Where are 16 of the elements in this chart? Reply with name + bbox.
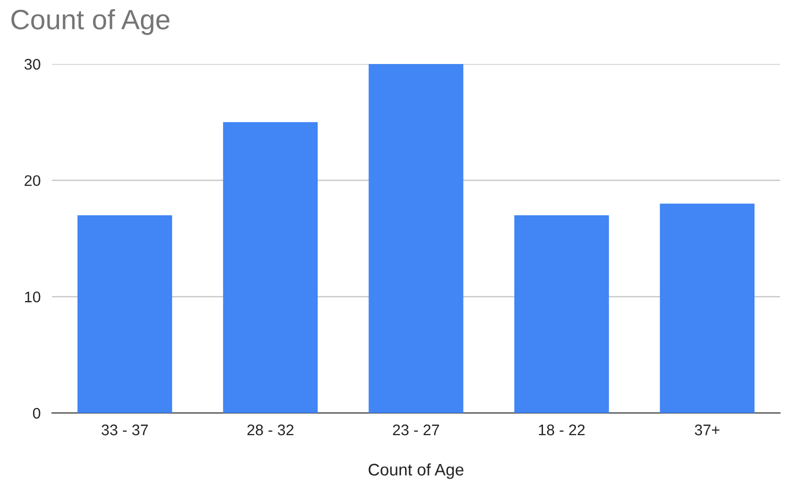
y-tick-label: 20: [24, 175, 40, 186]
bar: [77, 215, 172, 413]
x-tick-label: 33 - 37: [102, 424, 148, 436]
y-tick-label: 30: [24, 58, 40, 70]
bar: [368, 64, 464, 413]
x-tick-label: 37+: [694, 424, 720, 436]
x-tick-label: 18 - 22: [538, 424, 585, 436]
chart-title: Count of Age: [11, 9, 170, 35]
x-tick-label: 28 - 32: [247, 424, 294, 436]
bar: [223, 122, 318, 413]
x-tick-label: 23 - 27: [392, 424, 440, 436]
bar: [660, 204, 755, 413]
y-tick-label: 0: [32, 408, 40, 419]
bar: [514, 215, 609, 413]
y-tick-label: 10: [25, 292, 40, 302]
x-axis-title: Count of Age: [368, 463, 464, 479]
